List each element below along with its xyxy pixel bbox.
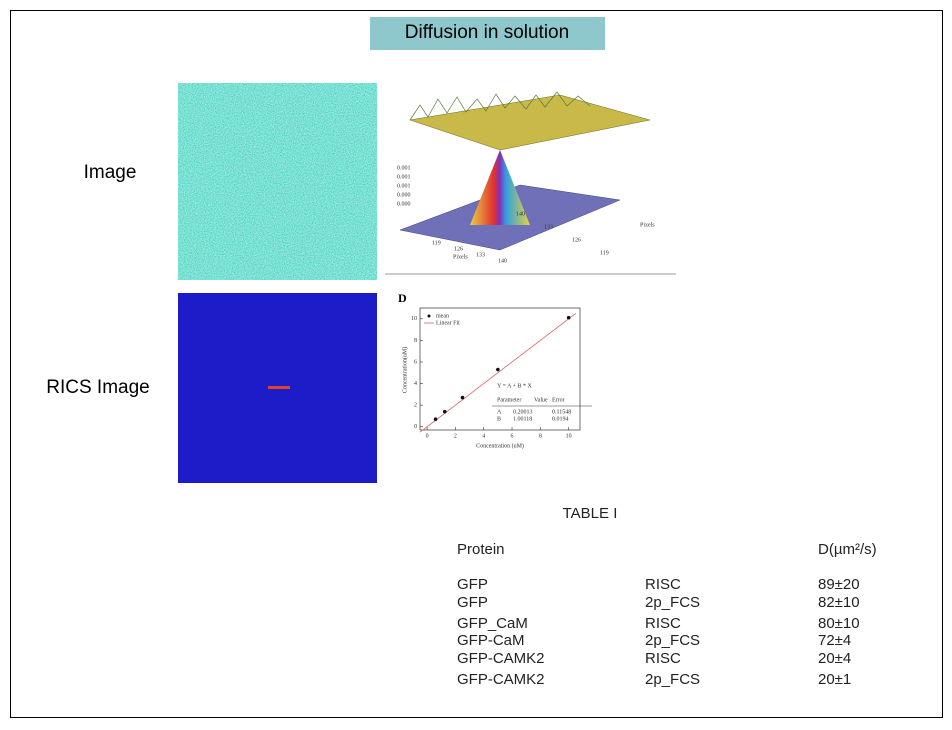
param-header: Parameter <box>497 397 521 403</box>
x-tick: 140 <box>498 258 507 264</box>
table-cell: 89±20 <box>818 576 860 593</box>
table-cell: GFP <box>457 594 488 611</box>
table-header: Protein <box>457 541 505 558</box>
z-tick: 0.000 <box>397 192 411 198</box>
x-tick-label: 4 <box>482 433 485 439</box>
table-cell: 82±10 <box>818 594 860 611</box>
param-cell: A <box>497 409 502 415</box>
table-cell: RISC <box>645 650 681 667</box>
param-cell: B <box>497 416 501 422</box>
table-cell: GFP-CAMK2 <box>457 650 545 667</box>
data-point <box>496 367 500 372</box>
table-cell: RISC <box>645 615 681 632</box>
table-cell: RISC <box>645 576 681 593</box>
x-tick: 126 <box>454 246 463 252</box>
table-title: TABLE I <box>563 505 618 522</box>
x-tick-label: 0 <box>426 433 429 439</box>
table-body: GFP RISC 89±20 GFP 2p_FCS 82±10 GFP_CaM RISC 80±… <box>457 576 860 688</box>
title: Diffusion in solution <box>405 22 569 43</box>
table-cell: 20±4 <box>818 650 851 667</box>
y-tick: 119 <box>600 250 609 256</box>
table-cell: 72±4 <box>818 632 851 649</box>
param-header: Value <box>534 397 548 403</box>
y-tick: 133 <box>544 224 553 230</box>
surface-plot <box>385 91 676 275</box>
y-tick: 140 <box>516 211 525 217</box>
table-cell: 2p_FCS <box>645 632 700 649</box>
y-tick: 126 <box>572 237 581 243</box>
table-cell: 2p_FCS <box>645 594 700 611</box>
surface-labels: 0.001 0.001 0.001 0.000 0.000 119 126 133 140 119… <box>397 165 655 264</box>
legend-symbol <box>427 314 431 318</box>
x-tick-label: 2 <box>454 433 457 439</box>
x-axis-label: Pixels <box>453 254 468 260</box>
param-cell: 0.11548 <box>552 409 571 415</box>
legend-entry: Linear Fit <box>436 320 460 326</box>
rics-center <box>268 386 290 389</box>
x-tick: 133 <box>476 252 485 258</box>
image-noise <box>178 83 377 280</box>
row-label: RICS Image <box>46 377 149 398</box>
x-tick-label: 8 <box>539 433 542 439</box>
x-tick-label: 6 <box>511 433 514 439</box>
table-cell: GFP_CaM <box>457 615 528 632</box>
data-point <box>460 395 465 400</box>
table-cell: 2p_FCS <box>645 671 700 688</box>
y-axis-label: Pixels <box>640 222 655 228</box>
equation: Y = A + B * X <box>497 383 533 389</box>
y-axis-label: Concentration(uM) <box>401 347 408 393</box>
table-cell: 80±10 <box>818 615 860 632</box>
x-axis-label: Concentration (uM) <box>476 442 524 449</box>
data-point <box>442 409 447 414</box>
table-cell: GFP-CAMK2 <box>457 671 545 688</box>
param-cell: 1.00118 <box>513 416 532 422</box>
panel-label: D <box>398 291 407 305</box>
z-tick: 0.001 <box>397 165 411 171</box>
data-point <box>566 315 571 320</box>
y-tick-label: 0 <box>414 424 417 430</box>
z-tick: 0.001 <box>397 174 411 180</box>
table-cell: GFP <box>457 576 488 593</box>
table-cell: GFP-CaM <box>457 632 525 649</box>
x-tick: 119 <box>432 240 441 246</box>
param-header: Error <box>552 397 565 403</box>
fit-plot: D <box>398 291 407 305</box>
slide-border <box>10 10 943 718</box>
y-tick-label: 6 <box>414 359 417 365</box>
y-tick-label: 10 <box>411 316 417 322</box>
plot-frame <box>419 307 581 431</box>
y-tick-label: 2 <box>414 403 417 409</box>
y-tick-label: 8 <box>414 338 417 344</box>
row-label: Image <box>84 162 137 183</box>
z-tick: 0.001 <box>397 183 411 189</box>
table-cell: 20±1 <box>818 671 851 688</box>
param-cell: 0.0194 <box>552 416 569 422</box>
data-point <box>433 417 438 422</box>
title-box <box>370 17 605 50</box>
x-tick-label: 10 <box>566 433 572 439</box>
legend-entry: mean <box>436 313 449 319</box>
table-header: D(µm²/s) <box>818 541 877 558</box>
y-tick-label: 4 <box>414 381 417 387</box>
z-tick: 0.000 <box>397 201 411 207</box>
param-cell: 0.20013 <box>513 409 533 415</box>
